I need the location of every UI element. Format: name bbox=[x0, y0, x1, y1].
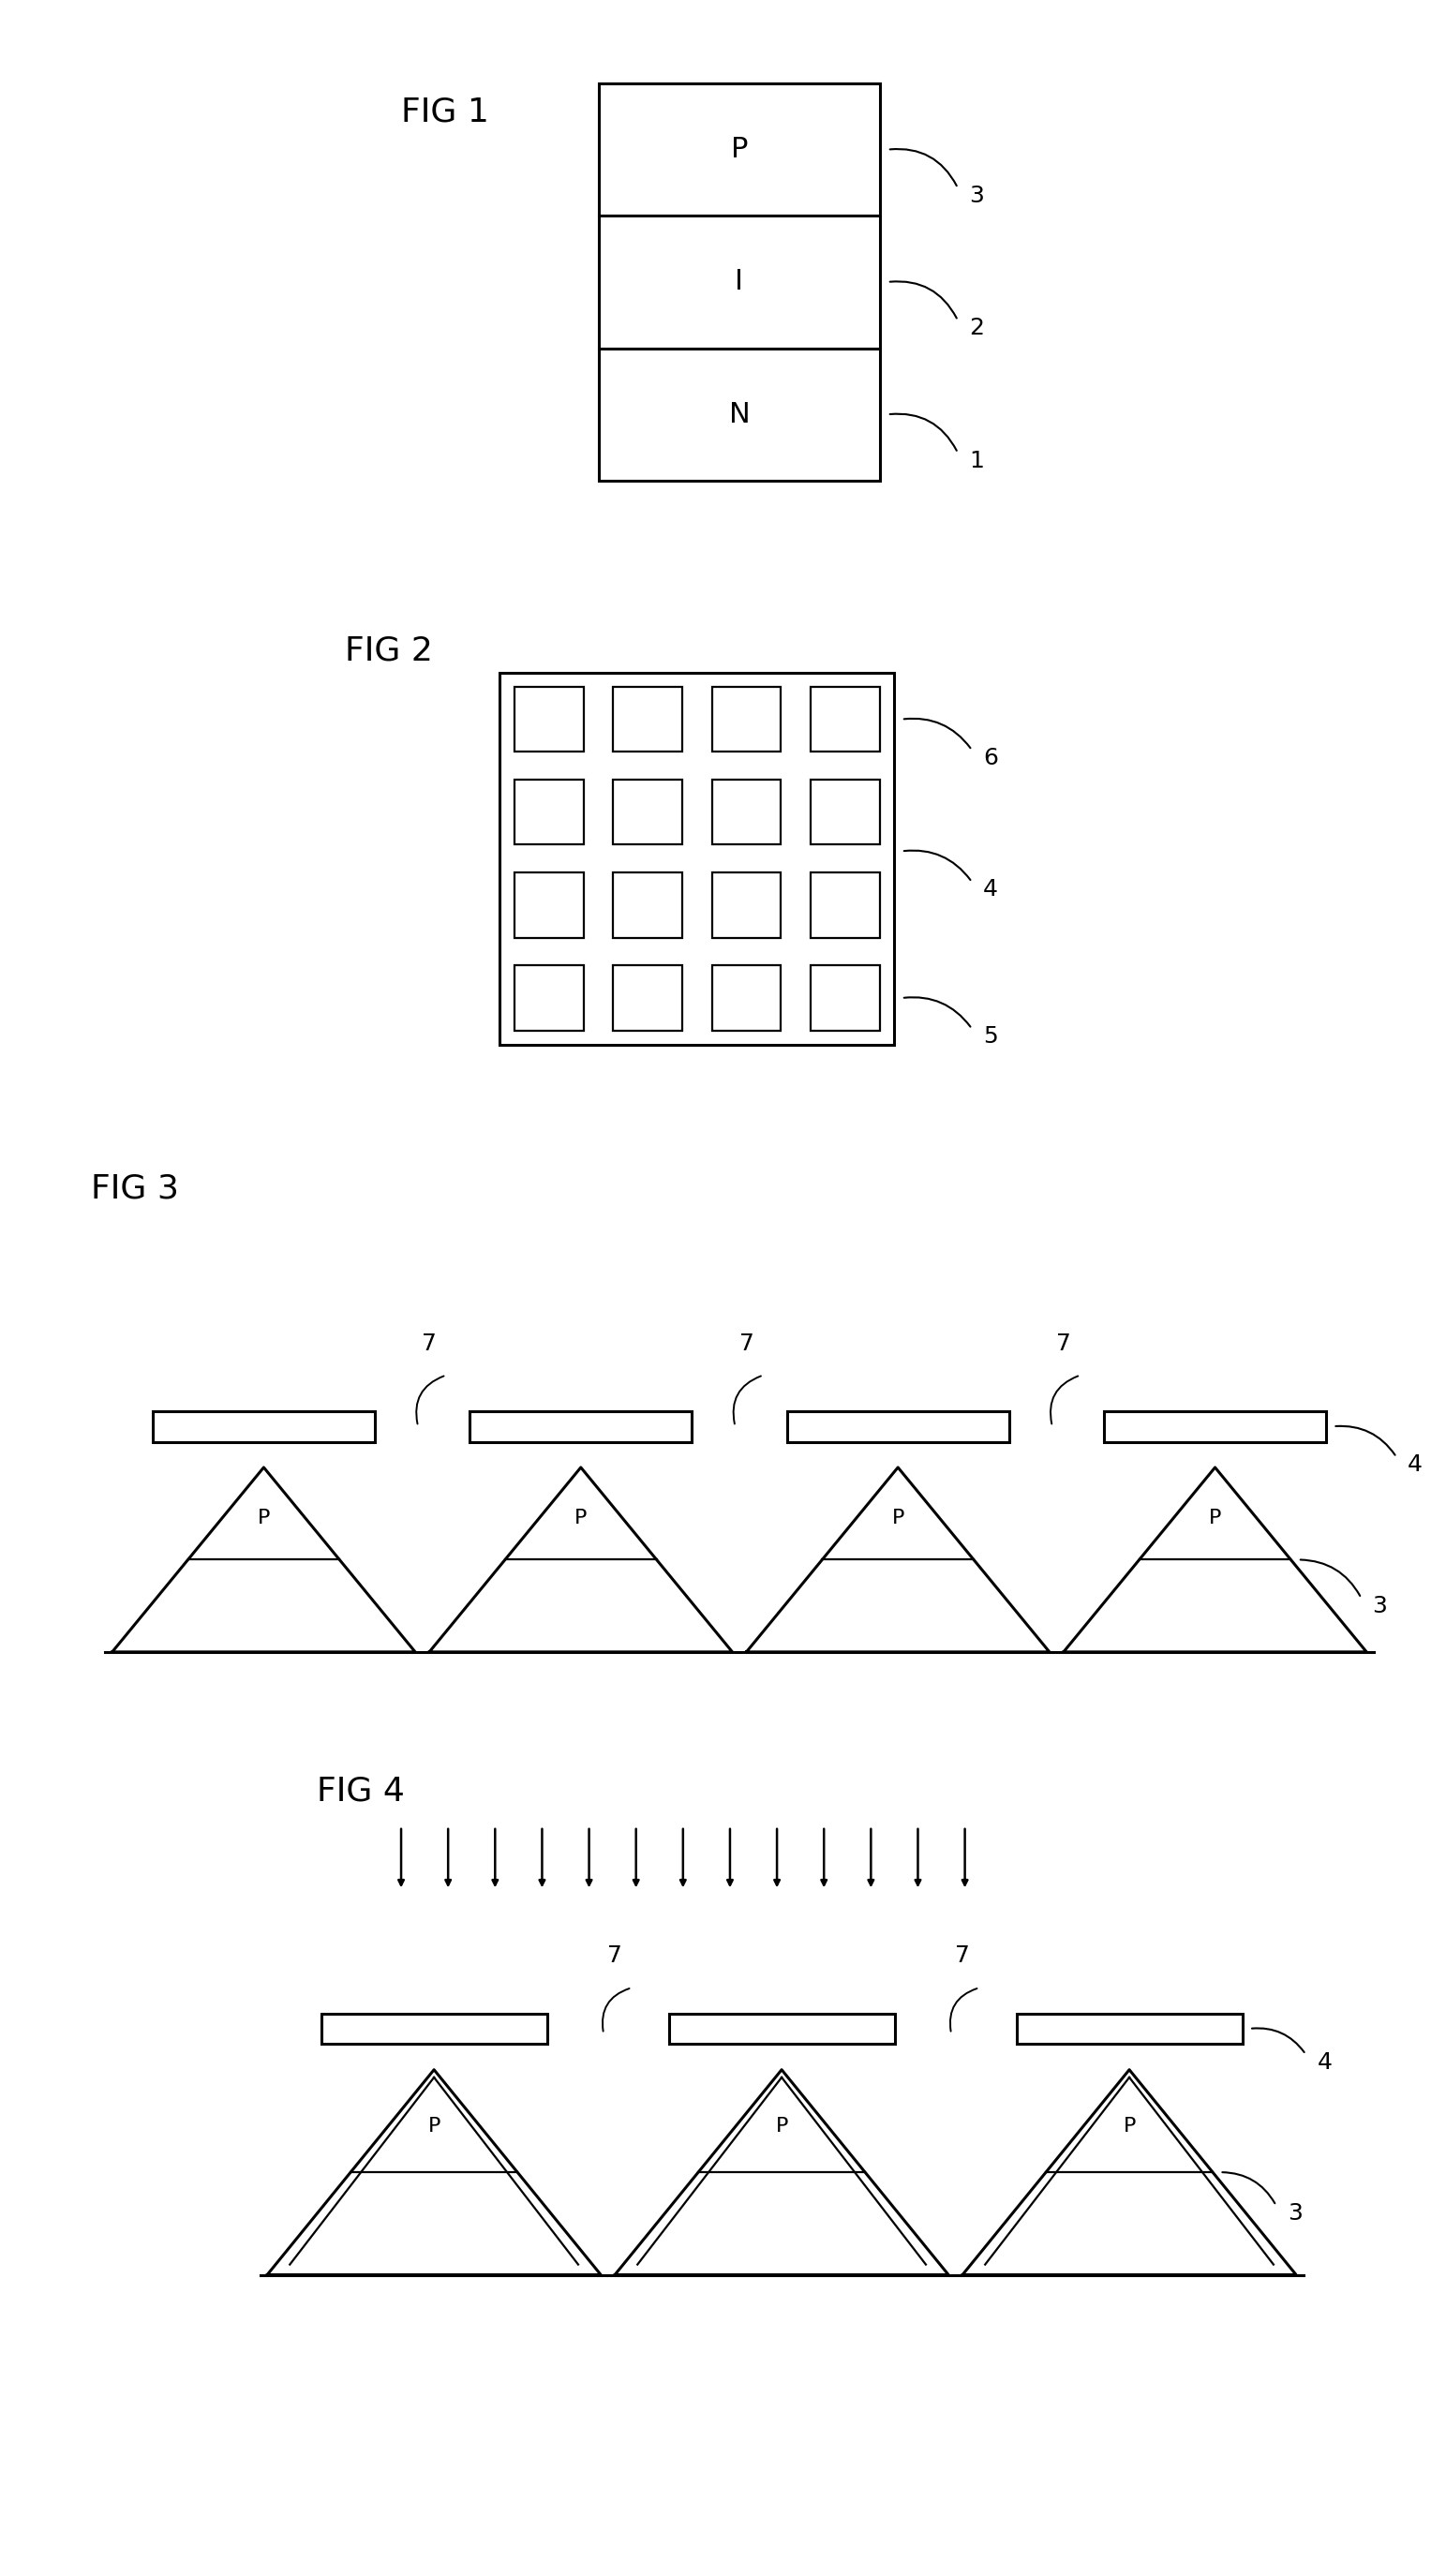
Bar bbox=[1105, 1412, 1327, 1443]
Bar bbox=[787, 1412, 1009, 1443]
Bar bbox=[614, 966, 683, 1030]
Text: P: P bbox=[258, 1510, 270, 1528]
Text: P: P bbox=[892, 1510, 904, 1528]
Text: 5: 5 bbox=[983, 1025, 997, 1048]
Bar bbox=[614, 873, 683, 938]
Bar bbox=[711, 966, 781, 1030]
Bar bbox=[668, 2014, 894, 2045]
Text: 1: 1 bbox=[969, 448, 985, 471]
Text: 7: 7 bbox=[954, 1945, 970, 1968]
Bar bbox=[614, 688, 683, 752]
Text: 7: 7 bbox=[422, 1332, 436, 1355]
Text: P: P bbox=[1209, 1510, 1221, 1528]
Text: P: P bbox=[776, 2117, 788, 2136]
Bar bbox=[810, 688, 880, 752]
Text: P: P bbox=[731, 137, 748, 162]
Text: 2: 2 bbox=[969, 317, 985, 340]
Text: N: N bbox=[728, 402, 750, 428]
Text: 3: 3 bbox=[1372, 1595, 1388, 1618]
Text: 7: 7 bbox=[607, 1945, 622, 1968]
Bar bbox=[515, 781, 584, 845]
Text: 3: 3 bbox=[969, 185, 985, 206]
Bar bbox=[711, 688, 781, 752]
Text: I: I bbox=[736, 268, 744, 296]
Text: 6: 6 bbox=[983, 747, 999, 770]
Text: P: P bbox=[1123, 2117, 1136, 2136]
Bar bbox=[515, 966, 584, 1030]
Bar bbox=[499, 672, 894, 1043]
Text: 3: 3 bbox=[1288, 2202, 1302, 2226]
Text: FIG 2: FIG 2 bbox=[345, 634, 432, 667]
Text: P: P bbox=[575, 1510, 587, 1528]
Bar bbox=[711, 781, 781, 845]
Bar bbox=[711, 873, 781, 938]
Text: 4: 4 bbox=[983, 878, 999, 902]
Bar bbox=[469, 1412, 691, 1443]
Bar bbox=[598, 82, 880, 482]
Bar bbox=[515, 873, 584, 938]
Text: FIG 1: FIG 1 bbox=[401, 95, 489, 129]
Text: P: P bbox=[428, 2117, 441, 2136]
Bar bbox=[810, 781, 880, 845]
Bar bbox=[810, 966, 880, 1030]
Text: FIG 3: FIG 3 bbox=[92, 1172, 179, 1206]
Text: 4: 4 bbox=[1317, 2050, 1332, 2074]
Bar bbox=[153, 1412, 375, 1443]
Bar bbox=[614, 781, 683, 845]
Text: 4: 4 bbox=[1408, 1453, 1422, 1476]
Text: FIG 4: FIG 4 bbox=[316, 1775, 405, 1806]
Bar bbox=[321, 2014, 547, 2045]
Bar bbox=[1016, 2014, 1242, 2045]
Text: 7: 7 bbox=[1056, 1332, 1070, 1355]
Bar bbox=[515, 688, 584, 752]
Bar bbox=[810, 873, 880, 938]
Text: 7: 7 bbox=[738, 1332, 754, 1355]
